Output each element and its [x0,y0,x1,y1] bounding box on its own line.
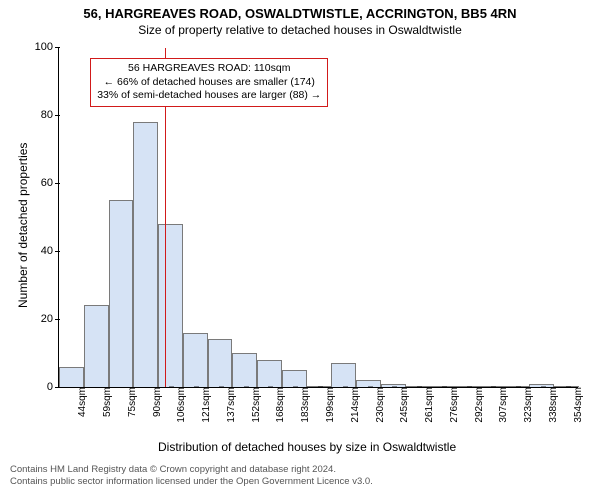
x-tick: 276sqm [443,387,460,423]
x-tick: 106sqm [170,387,187,423]
histogram-bar [183,333,208,387]
x-tick: 261sqm [418,387,435,423]
histogram-bar [133,122,158,387]
annotation-line: 33% of semi-detached houses are larger (… [97,89,321,103]
x-tick: 44sqm [71,387,88,417]
x-tick: 121sqm [195,387,212,423]
y-tick: 20 [41,313,59,325]
y-tick: 0 [47,381,59,393]
x-tick: 292sqm [468,387,485,423]
x-tick: 137sqm [220,387,237,423]
histogram-bar [84,305,109,387]
x-tick: 59sqm [96,387,113,417]
histogram-bar [232,353,257,387]
y-axis-label: Number of detached properties [16,143,30,308]
x-tick: 245sqm [393,387,410,423]
histogram-chart: 56, HARGREAVES ROAD, OSWALDTWISTLE, ACCR… [0,0,600,500]
x-tick: 75sqm [121,387,138,417]
x-tick: 307sqm [492,387,509,423]
histogram-bar [158,224,183,387]
x-tick: 168sqm [269,387,286,423]
histogram-bar [282,370,307,387]
histogram-bar [257,360,282,387]
y-tick: 60 [41,177,59,189]
chart-title-main: 56, HARGREAVES ROAD, OSWALDTWISTLE, ACCR… [0,0,600,21]
x-tick: 214sqm [344,387,361,423]
plot-area: 02040608010044sqm59sqm75sqm90sqm106sqm12… [58,48,578,388]
histogram-bar [208,339,233,387]
histogram-bar [59,367,84,387]
x-tick: 338sqm [542,387,559,423]
annotation-box: 56 HARGREAVES ROAD: 110sqm← 66% of detac… [90,58,328,107]
footer-line-1: Contains HM Land Registry data © Crown c… [10,464,373,476]
annotation-line: ← 66% of detached houses are smaller (17… [97,76,321,90]
histogram-bar [331,363,356,387]
y-tick: 40 [41,245,59,257]
footer-line-2: Contains public sector information licen… [10,476,373,488]
x-tick: 152sqm [245,387,262,423]
histogram-bar [109,200,134,387]
y-tick: 80 [41,109,59,121]
x-tick: 323sqm [517,387,534,423]
histogram-bar [356,380,381,387]
chart-title-sub: Size of property relative to detached ho… [0,21,600,37]
x-tick: 183sqm [294,387,311,423]
x-tick: 90sqm [146,387,163,417]
annotation-line: 56 HARGREAVES ROAD: 110sqm [97,62,321,76]
x-tick: 354sqm [567,387,584,423]
x-tick: 230sqm [369,387,386,423]
chart-footer: Contains HM Land Registry data © Crown c… [10,464,373,489]
y-tick: 100 [35,41,59,53]
x-tick: 199sqm [319,387,336,423]
x-axis-label: Distribution of detached houses by size … [158,440,456,454]
